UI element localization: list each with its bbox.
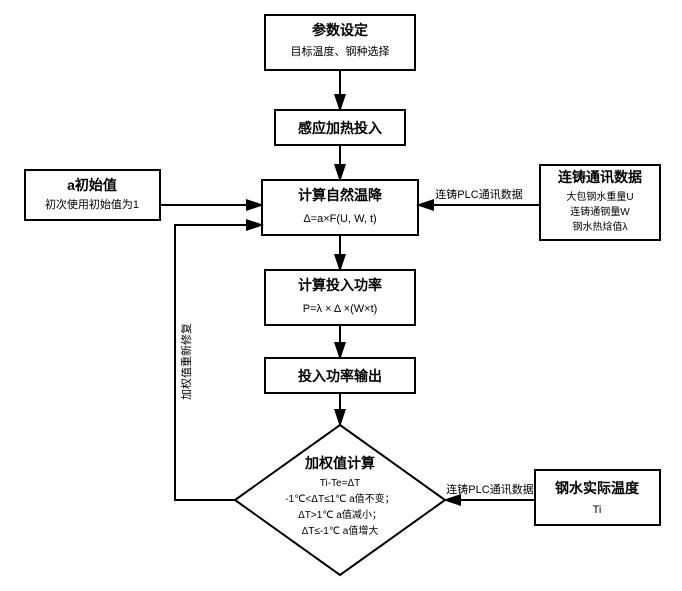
node-actual-temp-title: 钢水实际温度 <box>555 480 640 496</box>
edge-label-e1: 连铸PLC通讯数据 <box>435 187 522 201</box>
node-ainit-sub: 初次使用初始值为1 <box>45 197 139 211</box>
node-heat-title: 感应加热投入 <box>298 120 382 136</box>
node-weight-l3: ΔT>1℃ a值减小； <box>298 508 382 521</box>
node-actual-temp-sub: Ti <box>593 504 602 516</box>
node-param-sub: 目标温度、钢种选择 <box>291 44 390 58</box>
node-ccdata-sub2: 连铸通钢量W <box>570 205 630 218</box>
node-actual-temp <box>535 470 660 525</box>
node-calcpower-title: 计算投入功率 <box>298 277 382 293</box>
node-ccdata-sub3: 钢水热焓值λ <box>573 220 628 233</box>
edge-label-e3: 加权值重新修复 <box>179 323 193 400</box>
flowchart: 参数设定 目标温度、钢种选择 感应加热投入 a初始值 初次使用初始值为1 计算自… <box>0 0 682 591</box>
node-calcpower-sub: P=λ × Δ ×(W×t) <box>303 303 378 315</box>
node-weight-l2: -1℃<ΔT≤1℃ a值不变； <box>285 492 394 505</box>
node-ainit-title: a初始值 <box>67 177 117 193</box>
node-calcdrop-sub: Δ=a×F(U, W, t) <box>303 213 376 225</box>
edge-label-e2: 连铸PLC通讯数据 <box>446 482 533 496</box>
node-weight-title: 加权值计算 <box>304 455 375 471</box>
node-ccdata-sub1: 大包钢水重量U <box>566 190 633 203</box>
node-output-title: 投入功率输出 <box>298 368 382 384</box>
node-param-title: 参数设定 <box>312 22 368 38</box>
node-ccdata-title: 连铸通讯数据 <box>558 169 642 185</box>
node-weight-l1: Ti-Te=ΔT <box>320 478 360 489</box>
node-calcdrop-title: 计算自然温降 <box>298 187 383 203</box>
node-weight-l4: ΔT≤-1℃ a值增大 <box>302 524 379 537</box>
